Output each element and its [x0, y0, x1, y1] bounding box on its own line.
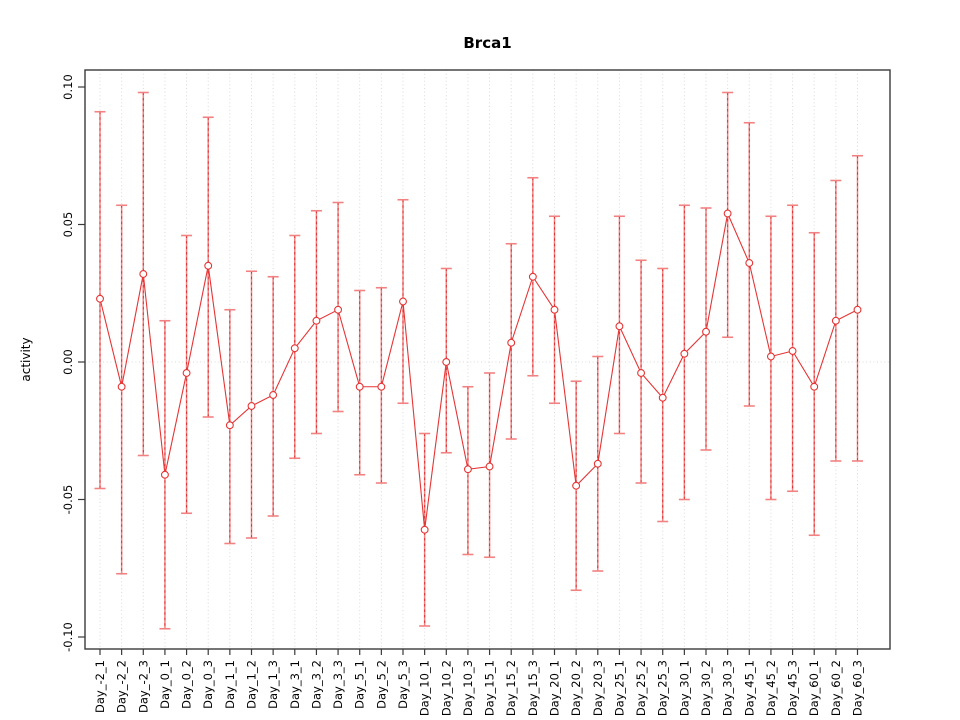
x-tick-label: Day_30_1: [677, 660, 691, 716]
data-point: [160, 470, 169, 479]
data-point: [442, 358, 451, 366]
x-tick-label: Day_20_3: [591, 660, 605, 716]
data-point: [723, 209, 732, 218]
data-point: [702, 327, 710, 336]
x-tick-label: Day_30_2: [699, 660, 713, 716]
x-tick-label: Day_1_1: [223, 660, 237, 709]
y-axis: 0.10 0.05 0.00 -0.05 -0.10: [61, 74, 85, 652]
data-point: [225, 421, 234, 430]
x-tick-label: Day_45_2: [764, 660, 778, 716]
x-tick-label: Day_15_2: [504, 660, 518, 716]
data-point: [658, 393, 667, 402]
x-tick-label: Day_60_2: [829, 660, 843, 716]
data-point: [399, 297, 407, 306]
data-point: [377, 382, 386, 391]
x-tick-label: Day_3_3: [331, 660, 345, 709]
x-tick-label: Day_45_3: [786, 660, 800, 716]
x-tick-label: Day_1_2: [245, 660, 259, 709]
x-tick-label: Day_-2_2: [115, 660, 129, 713]
data-point: [96, 294, 104, 303]
x-tick-label: Day_0_3: [201, 660, 215, 709]
x-tick-label: Day_20_2: [569, 660, 583, 716]
data-point: [745, 259, 754, 267]
x-tick-label: Day_0_1: [158, 660, 172, 709]
data-point: [139, 270, 148, 278]
x-tick-label: Day_30_3: [721, 660, 735, 716]
x-tick-label: Day_15_3: [526, 660, 540, 716]
x-tick-label: Day_10_2: [439, 660, 453, 716]
data-point: [831, 316, 840, 325]
x-tick-label: Day_15_1: [483, 660, 497, 716]
data-point: [182, 369, 191, 377]
x-tick-label: Day_-2_1: [93, 660, 107, 713]
y-axis-label: activity: [19, 337, 33, 381]
data-point: [355, 382, 364, 391]
data-point: [528, 272, 537, 281]
y-tick-label: 0.10: [61, 74, 75, 100]
data-point: [312, 316, 321, 325]
x-tick-label: Day_60_1: [807, 660, 821, 716]
data-point: [593, 459, 602, 468]
y-tick-label: -0.10: [61, 622, 75, 652]
x-tick-label: Day_0_2: [180, 660, 194, 709]
data-point: [853, 305, 862, 314]
x-tick-label: Day_1_3: [266, 660, 280, 709]
data-point: [485, 462, 494, 471]
gridlines: [85, 70, 890, 649]
data-point: [247, 402, 256, 410]
x-tick-label: Day_60_3: [851, 660, 865, 716]
series-line: [99, 211, 858, 530]
data-point: [463, 465, 472, 474]
chart-title: Brca1: [463, 34, 511, 52]
error-bar: [354, 289, 366, 476]
x-tick-label: Day_45_1: [742, 660, 756, 716]
data-points: [96, 209, 862, 534]
data-point: [420, 525, 429, 534]
x-tick-label: Day_3_1: [288, 660, 302, 709]
data-point: [615, 322, 624, 331]
x-tick-label: Day_10_1: [418, 660, 432, 716]
data-point: [680, 349, 689, 358]
y-tick-label: 0.00: [61, 349, 75, 375]
x-tick-label: Day_25_3: [656, 660, 670, 716]
x-tick-label: Day_5_2: [374, 660, 388, 709]
x-tick-label: Day_5_1: [353, 660, 367, 709]
x-tick-label: Day_25_1: [612, 660, 626, 716]
data-point: [334, 305, 343, 314]
data-point: [204, 261, 213, 270]
data-point: [550, 305, 559, 314]
y-tick-label: 0.05: [61, 212, 75, 238]
x-tick-label: Day_-2_3: [136, 660, 150, 713]
data-point: [788, 347, 797, 355]
data-point: [572, 481, 581, 490]
data-point: [290, 344, 299, 353]
x-tick-label: Day_5_3: [396, 660, 410, 709]
data-point: [117, 382, 126, 391]
x-tick-label: Day_20_1: [548, 660, 562, 716]
data-point: [766, 352, 775, 361]
x-tick-label: Day_3_2: [309, 660, 323, 709]
plot-border: [84, 69, 891, 650]
data-point: [810, 382, 819, 391]
data-point: [637, 369, 646, 377]
x-axis: Day_-2_1 Day_-2_2 Day_-2_3 Day_0_1 Day_0_2 Da…: [93, 649, 865, 716]
data-point: [507, 338, 516, 347]
data-point: [269, 391, 278, 399]
y-tick-label: -0.05: [61, 485, 75, 515]
x-tick-label: Day_10_3: [461, 660, 475, 716]
x-tick-label: Day_25_2: [634, 660, 648, 716]
